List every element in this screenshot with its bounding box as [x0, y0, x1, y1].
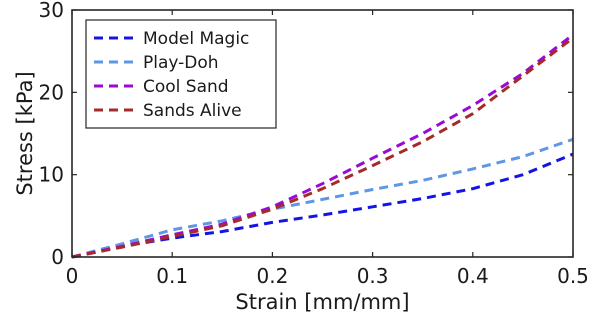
x-tick-label: 0.3	[357, 264, 389, 288]
x-tick-label: 0.2	[256, 264, 288, 288]
x-axis: 0 0.1 0.2 0.3 0.4 0.5	[66, 10, 589, 288]
legend: Model Magic Play-Doh Cool Sand Sands Alive	[85, 19, 277, 129]
legend-label-0: Model Magic	[143, 29, 249, 49]
y-tick-label: 20	[39, 80, 64, 104]
legend-label-2: Cool Sand	[143, 77, 229, 97]
y-axis-title: Stress [kPa]	[13, 71, 37, 195]
x-tick-label: 0.1	[156, 264, 188, 288]
series-line-0	[71, 152, 574, 259]
x-tick-label: 0	[66, 264, 79, 288]
legend-label-3: Sands Alive	[143, 101, 242, 121]
y-tick-label: 10	[39, 163, 64, 187]
series-line-2	[71, 33, 574, 259]
series-line-3	[71, 36, 574, 259]
y-axis: 0 10 20 30	[39, 0, 573, 269]
legend-label-1: Play-Doh	[143, 53, 219, 73]
x-tick-label: 0.5	[557, 264, 589, 288]
y-tick-label: 30	[39, 0, 64, 22]
x-axis-title: Strain [mm/mm]	[235, 290, 409, 314]
x-tick-label: 0.4	[457, 264, 489, 288]
series-line-1	[71, 137, 574, 259]
plot-frame	[71, 9, 574, 258]
series-layer	[71, 33, 574, 259]
y-tick-label: 0	[51, 245, 64, 269]
